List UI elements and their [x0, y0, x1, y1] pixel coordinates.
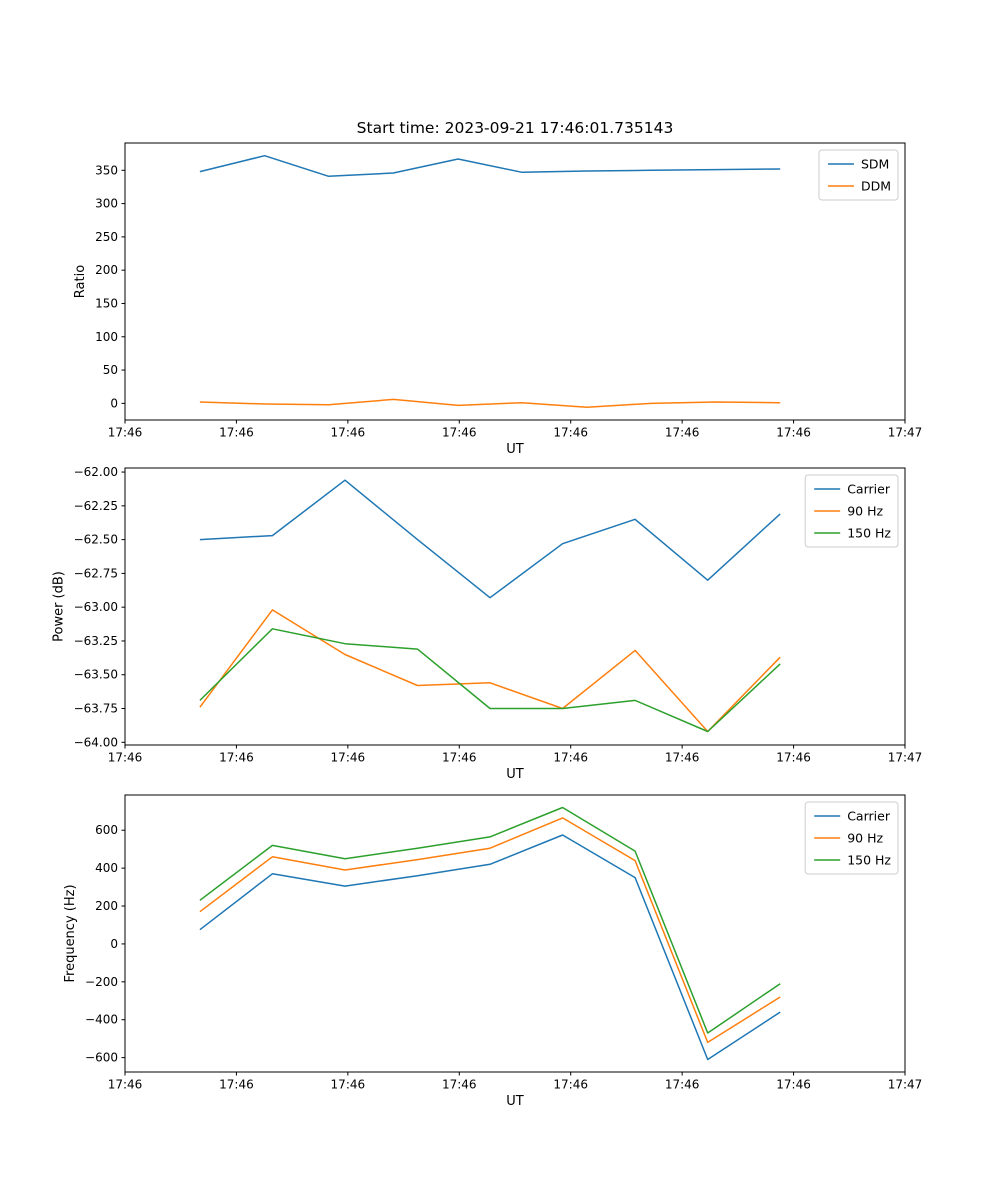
x-tick-label: 17:46 — [108, 751, 143, 765]
frequency-plot: −600 −400 −200 0 200 400 600 17:46 17:46 17:46 17:… — [63, 794, 923, 1109]
y-tick-label: −62.50 — [74, 533, 118, 547]
legend-label: Carrier — [847, 809, 891, 824]
y-axis-label: Ratio — [73, 265, 88, 298]
y-tick-label: 0 — [110, 396, 118, 410]
x-tick-label: 17:46 — [442, 426, 477, 440]
series-line-90-hz — [199, 609, 781, 733]
series-line-carrier — [199, 834, 781, 1061]
x-tick-label: 17:46 — [553, 1078, 588, 1092]
x-axis-label: UT — [506, 767, 524, 782]
x-tick-label: 17:46 — [776, 751, 811, 765]
y-tick-label: −62.00 — [74, 465, 118, 479]
series-line-150-hz — [199, 806, 781, 1034]
x-tick-label: 17:46 — [776, 1078, 811, 1092]
x-tick-label: 17:47 — [888, 751, 923, 765]
y-tick-label: −62.75 — [74, 566, 118, 580]
axes-frame — [124, 142, 906, 421]
series-line-150-hz — [199, 628, 781, 733]
y-tick-label: 600 — [95, 823, 118, 837]
y-tick-label: −200 — [85, 975, 118, 989]
legend-label: DDM — [861, 179, 891, 194]
y-tick-label: 50 — [103, 363, 118, 377]
y-tick-label: 0 — [110, 937, 118, 951]
x-tick-label: 17:46 — [108, 1078, 143, 1092]
series-line-carrier — [199, 479, 781, 599]
series-line-90-hz — [199, 817, 781, 1044]
x-tick-label: 17:46 — [219, 426, 254, 440]
legend: Carrier 90 Hz 150 Hz — [804, 474, 899, 548]
x-tick-label: 17:46 — [665, 751, 700, 765]
y-tick-label: −63.50 — [74, 668, 118, 682]
x-tick-label: 17:46 — [219, 1078, 254, 1092]
legend: SDM DDM — [818, 149, 899, 201]
series-line-sdm — [199, 154, 781, 178]
x-axis-label: UT — [506, 1094, 524, 1109]
x-tick-label: 17:46 — [331, 1078, 366, 1092]
x-tick-label: 17:46 — [442, 751, 477, 765]
y-tick-label: 100 — [95, 330, 118, 344]
x-tick-label: 17:46 — [553, 751, 588, 765]
power-plot: −64.00 −63.75 −63.50 −63.25 −63.00 −62.75 −62.… — [52, 465, 923, 782]
y-axis-label: Power (dB) — [52, 571, 67, 642]
series-line-ddm — [199, 398, 781, 409]
y-tick-label: −64.00 — [74, 735, 118, 749]
x-tick-label: 17:46 — [108, 426, 143, 440]
y-tick-label: −400 — [85, 1013, 118, 1027]
legend: Carrier 90 Hz 150 Hz — [804, 801, 899, 875]
legend-label: 150 Hz — [847, 853, 891, 868]
y-tick-label: 250 — [95, 230, 118, 244]
legend-label: SDM — [861, 157, 889, 172]
legend-label: Carrier — [847, 482, 891, 497]
y-tick-label: 150 — [95, 296, 118, 310]
legend-box — [804, 801, 899, 875]
x-tick-label: 17:47 — [888, 1078, 923, 1092]
legend-box — [818, 149, 899, 201]
y-tick-label: 300 — [95, 197, 118, 211]
x-axis-label: UT — [506, 442, 524, 457]
y-tick-label: 350 — [95, 163, 118, 177]
y-tick-label: 400 — [95, 861, 118, 875]
y-axis-label: Frequency (Hz) — [63, 884, 78, 982]
ratio-plot: 0 50 100 150 200 250 300 350 17:46 17:46 17:46 17:4… — [73, 142, 923, 457]
x-tick-label: 17:46 — [776, 426, 811, 440]
x-tick-label: 17:46 — [331, 751, 366, 765]
y-tick-label: 200 — [95, 899, 118, 913]
legend-label: 90 Hz — [847, 831, 883, 846]
x-tick-label: 17:46 — [219, 751, 254, 765]
x-tick-label: 17:46 — [442, 1078, 477, 1092]
y-tick-label: −63.00 — [74, 600, 118, 614]
legend-label: 150 Hz — [847, 526, 891, 541]
legend-label: 90 Hz — [847, 504, 883, 519]
y-tick-label: 200 — [95, 263, 118, 277]
figure-title: Start time: 2023-09-21 17:46:01.735143 — [356, 119, 674, 137]
x-tick-label: 17:46 — [331, 426, 366, 440]
y-tick-label: −62.25 — [74, 499, 118, 513]
y-tick-label: −600 — [85, 1051, 118, 1065]
x-tick-label: 17:46 — [665, 1078, 700, 1092]
x-tick-label: 17:46 — [665, 426, 700, 440]
axes-frame — [124, 794, 906, 1073]
y-tick-label: −63.25 — [74, 634, 118, 648]
x-tick-label: 17:47 — [888, 426, 923, 440]
x-tick-label: 17:46 — [553, 426, 588, 440]
axes-frame — [124, 467, 906, 746]
y-tick-label: −63.75 — [74, 702, 118, 716]
legend-box — [804, 474, 899, 548]
